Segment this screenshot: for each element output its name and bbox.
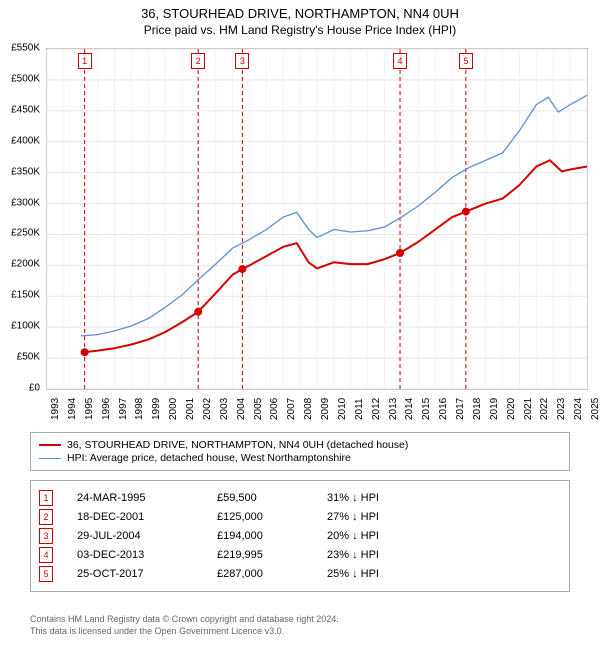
x-tick-label: 2012 bbox=[371, 398, 382, 420]
y-tick-label: £250K bbox=[11, 228, 40, 239]
chart-plot-area: 1 2 3 4 5 bbox=[46, 48, 588, 390]
event-marker: 5 bbox=[459, 53, 473, 69]
x-tick-label: 1995 bbox=[84, 398, 95, 420]
legend: 36, STOURHEAD DRIVE, NORTHAMPTON, NN4 0U… bbox=[30, 432, 570, 471]
x-tick-label: 2016 bbox=[438, 398, 449, 420]
transaction-diff: 31% ↓ HPI bbox=[327, 492, 561, 504]
transaction-row: 1 24-MAR-1995£59,50031% ↓ HPI bbox=[39, 490, 561, 506]
y-tick-label: £500K bbox=[11, 73, 40, 84]
x-tick-label: 2006 bbox=[269, 398, 280, 420]
transaction-row: 4 03-DEC-2013£219,99523% ↓ HPI bbox=[39, 547, 561, 563]
x-tick-label: 2017 bbox=[455, 398, 466, 420]
x-tick-label: 2025 bbox=[590, 398, 600, 420]
transaction-row: 5 25-OCT-2017£287,00025% ↓ HPI bbox=[39, 566, 561, 582]
event-marker: 4 bbox=[393, 53, 407, 69]
transaction-row: 3 29-JUL-2004£194,00020% ↓ HPI bbox=[39, 528, 561, 544]
x-tick-label: 2009 bbox=[320, 398, 331, 420]
x-tick-label: 2000 bbox=[168, 398, 179, 420]
x-tick-label: 2001 bbox=[185, 398, 196, 420]
footer-line1: Contains HM Land Registry data © Crown c… bbox=[30, 614, 570, 626]
x-tick-label: 2019 bbox=[489, 398, 500, 420]
x-axis-labels: 1993 1994 1995 1996 1997 1998 1999 2000 2001 2002… bbox=[46, 390, 586, 424]
footer-attribution: Contains HM Land Registry data © Crown c… bbox=[30, 614, 570, 637]
legend-label: HPI: Average price, detached house, West… bbox=[67, 452, 351, 464]
x-tick-label: 2008 bbox=[303, 398, 314, 420]
event-marker: 2 bbox=[191, 53, 205, 69]
footer-line2: This data is licensed under the Open Gov… bbox=[30, 626, 570, 638]
transaction-date: 24-MAR-1995 bbox=[77, 492, 217, 504]
x-tick-label: 2003 bbox=[219, 398, 230, 420]
x-tick-label: 2022 bbox=[539, 398, 550, 420]
x-tick-label: 2013 bbox=[388, 398, 399, 420]
transaction-date: 18-DEC-2001 bbox=[77, 511, 217, 523]
x-tick-label: 2007 bbox=[286, 398, 297, 420]
x-tick-label: 2010 bbox=[337, 398, 348, 420]
transaction-diff: 20% ↓ HPI bbox=[327, 530, 561, 542]
chart-container: 36, STOURHEAD DRIVE, NORTHAMPTON, NN4 0U… bbox=[0, 0, 600, 650]
transaction-marker: 4 bbox=[39, 547, 53, 563]
transaction-diff: 25% ↓ HPI bbox=[327, 568, 561, 580]
x-tick-label: 2015 bbox=[421, 398, 432, 420]
legend-label: 36, STOURHEAD DRIVE, NORTHAMPTON, NN4 0U… bbox=[67, 439, 408, 451]
transaction-date: 25-OCT-2017 bbox=[77, 568, 217, 580]
y-tick-label: £0 bbox=[29, 383, 40, 394]
transaction-marker: 1 bbox=[39, 490, 53, 506]
transaction-row: 2 18-DEC-2001£125,00027% ↓ HPI bbox=[39, 509, 561, 525]
transaction-date: 29-JUL-2004 bbox=[77, 530, 217, 542]
transaction-marker: 3 bbox=[39, 528, 53, 544]
x-tick-label: 2021 bbox=[523, 398, 534, 420]
y-tick-label: £50K bbox=[17, 352, 40, 363]
x-tick-label: 2014 bbox=[404, 398, 415, 420]
y-axis-labels: £0£50K£100K£150K£200K£250K£300K£350K£400… bbox=[0, 48, 44, 388]
x-tick-label: 1999 bbox=[151, 398, 162, 420]
x-tick-label: 2020 bbox=[506, 398, 517, 420]
y-tick-label: £150K bbox=[11, 290, 40, 301]
y-tick-label: £550K bbox=[11, 43, 40, 54]
legend-item: 36, STOURHEAD DRIVE, NORTHAMPTON, NN4 0U… bbox=[39, 439, 561, 451]
transaction-diff: 27% ↓ HPI bbox=[327, 511, 561, 523]
legend-item: HPI: Average price, detached house, West… bbox=[39, 452, 561, 464]
title-sub: Price paid vs. HM Land Registry's House … bbox=[0, 23, 600, 37]
y-tick-label: £100K bbox=[11, 321, 40, 332]
transaction-price: £287,000 bbox=[217, 568, 327, 580]
transaction-price: £59,500 bbox=[217, 492, 327, 504]
x-tick-label: 2004 bbox=[236, 398, 247, 420]
x-tick-label: 2002 bbox=[202, 398, 213, 420]
y-tick-label: £450K bbox=[11, 104, 40, 115]
transaction-price: £194,000 bbox=[217, 530, 327, 542]
transaction-marker: 5 bbox=[39, 566, 53, 582]
x-tick-label: 2023 bbox=[556, 398, 567, 420]
x-tick-label: 1997 bbox=[118, 398, 129, 420]
title-main: 36, STOURHEAD DRIVE, NORTHAMPTON, NN4 0U… bbox=[0, 6, 600, 21]
x-tick-label: 2005 bbox=[253, 398, 264, 420]
transaction-price: £125,000 bbox=[217, 511, 327, 523]
transaction-marker: 2 bbox=[39, 509, 53, 525]
y-tick-label: £400K bbox=[11, 135, 40, 146]
event-marker: 1 bbox=[78, 53, 92, 69]
y-tick-label: £300K bbox=[11, 197, 40, 208]
x-tick-label: 2011 bbox=[354, 398, 365, 420]
legend-swatch bbox=[39, 458, 61, 459]
y-tick-label: £350K bbox=[11, 166, 40, 177]
transactions-table: 1 24-MAR-1995£59,50031% ↓ HPI 2 18-DEC-2001… bbox=[30, 480, 570, 592]
legend-swatch bbox=[39, 444, 61, 446]
transaction-price: £219,995 bbox=[217, 549, 327, 561]
y-tick-label: £200K bbox=[11, 259, 40, 270]
chart-svg bbox=[47, 49, 587, 389]
x-tick-label: 1994 bbox=[67, 398, 78, 420]
transaction-date: 03-DEC-2013 bbox=[77, 549, 217, 561]
event-marker: 3 bbox=[235, 53, 249, 69]
x-tick-label: 1993 bbox=[50, 398, 61, 420]
transaction-diff: 23% ↓ HPI bbox=[327, 549, 561, 561]
x-tick-label: 1998 bbox=[134, 398, 145, 420]
title-block: 36, STOURHEAD DRIVE, NORTHAMPTON, NN4 0U… bbox=[0, 0, 600, 37]
x-tick-label: 2018 bbox=[472, 398, 483, 420]
x-tick-label: 2024 bbox=[573, 398, 584, 420]
x-tick-label: 1996 bbox=[101, 398, 112, 420]
